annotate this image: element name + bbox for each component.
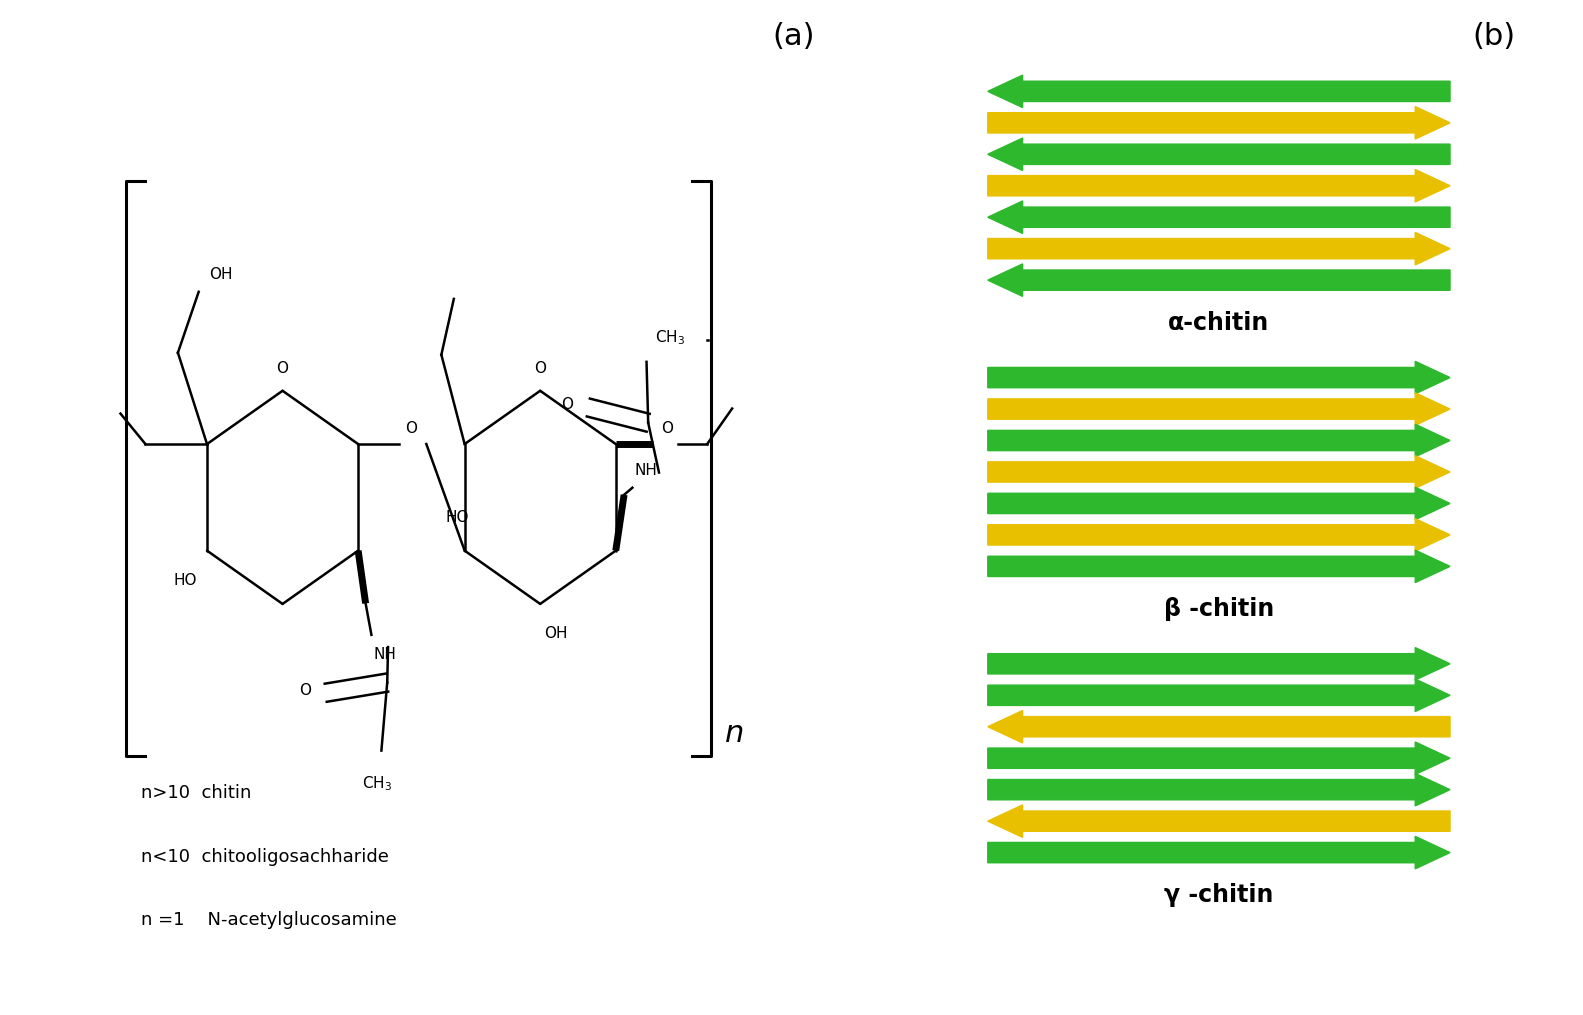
FancyArrow shape [988,456,1450,488]
Text: α-chitin: α-chitin [1168,311,1270,335]
Text: OH: OH [209,267,233,282]
Text: n>10  chitin: n>10 chitin [141,784,252,802]
Text: O: O [562,397,573,412]
Text: CH$_3$: CH$_3$ [655,328,685,347]
Text: HO: HO [174,572,196,588]
FancyArrow shape [988,264,1450,296]
FancyArrow shape [988,201,1450,233]
Text: OH: OH [545,626,568,641]
Text: (b): (b) [1472,22,1517,52]
Text: NH: NH [635,463,657,478]
Text: O: O [533,360,546,376]
FancyArrow shape [988,361,1450,394]
FancyArrow shape [988,519,1450,551]
FancyArrow shape [988,679,1450,712]
FancyArrow shape [988,710,1450,743]
Text: O: O [277,360,288,376]
Text: β -chitin: β -chitin [1164,597,1274,621]
FancyArrow shape [988,75,1450,108]
Text: O: O [299,683,310,698]
FancyArrow shape [988,487,1450,520]
Text: n =1    N-acetylglucosamine: n =1 N-acetylglucosamine [141,911,397,930]
Text: γ -chitin: γ -chitin [1164,883,1274,907]
Text: n<10  chitooligosachharide: n<10 chitooligosachharide [141,848,389,866]
FancyArrow shape [988,424,1450,457]
FancyArrow shape [988,550,1450,583]
Text: HO: HO [445,511,469,526]
Text: O: O [405,421,418,436]
Text: n: n [725,719,744,748]
FancyArrow shape [988,107,1450,139]
FancyArrow shape [988,232,1450,265]
FancyArrow shape [988,773,1450,806]
Text: O: O [662,421,673,436]
Text: (a): (a) [773,22,815,52]
FancyArrow shape [988,170,1450,202]
FancyArrow shape [988,805,1450,837]
FancyArrow shape [988,836,1450,869]
Text: NH: NH [374,648,396,662]
FancyArrow shape [988,648,1450,680]
Text: CH$_3$: CH$_3$ [363,774,393,793]
FancyArrow shape [988,393,1450,425]
FancyArrow shape [988,138,1450,171]
FancyArrow shape [988,742,1450,774]
